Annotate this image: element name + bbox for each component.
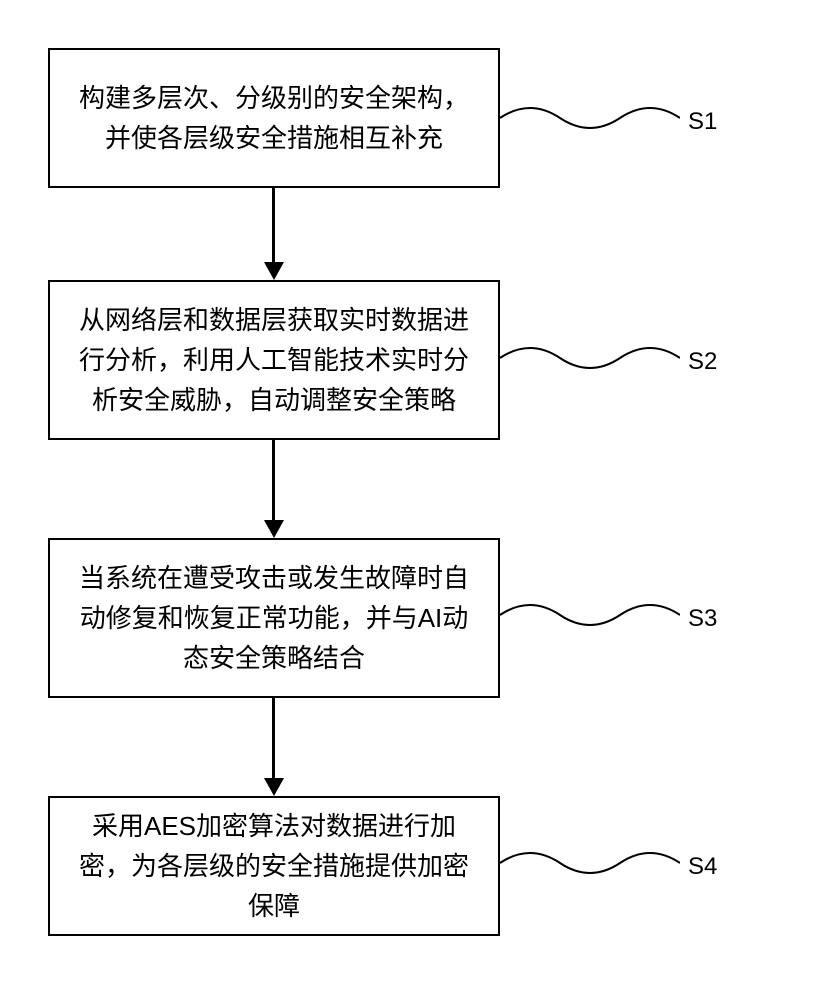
arrow-head-icon — [264, 778, 284, 796]
flowchart-node-s2: 从网络层和数据层获取实时数据进行分析，利用人工智能技术实时分析安全威胁，自动调整… — [48, 280, 500, 440]
step-label-s1: S1 — [688, 108, 717, 136]
arrow-head-icon — [264, 262, 284, 280]
node-text: 当系统在遭受攻击或发生故障时自动修复和恢复正常功能，并与AI动态安全策略结合 — [70, 558, 478, 679]
step-label-s2: S2 — [688, 348, 717, 376]
flowchart-node-s3: 当系统在遭受攻击或发生故障时自动修复和恢复正常功能，并与AI动态安全策略结合 — [48, 538, 500, 698]
flowchart-canvas: 构建多层次、分级别的安全架构，并使各层级安全措施相互补充 S1 从网络层和数据层… — [0, 0, 816, 1000]
node-text: 从网络层和数据层获取实时数据进行分析，利用人工智能技术实时分析安全威胁，自动调整… — [70, 300, 478, 421]
connector-squiggle — [500, 595, 680, 635]
connector-squiggle — [500, 338, 680, 378]
arrow-head-icon — [264, 520, 284, 538]
flowchart-node-s4: 采用AES加密算法对数据进行加密，为各层级的安全措施提供加密保障 — [48, 796, 500, 936]
node-text: 构建多层次、分级别的安全架构，并使各层级安全措施相互补充 — [70, 78, 478, 159]
connector-squiggle — [500, 98, 680, 138]
step-label-s3: S3 — [688, 605, 717, 633]
arrow-line — [272, 698, 275, 780]
arrow-line — [272, 188, 275, 264]
arrow-line — [272, 440, 275, 522]
connector-squiggle — [500, 843, 680, 883]
step-label-s4: S4 — [688, 853, 717, 881]
flowchart-node-s1: 构建多层次、分级别的安全架构，并使各层级安全措施相互补充 — [48, 48, 500, 188]
node-text: 采用AES加密算法对数据进行加密，为各层级的安全措施提供加密保障 — [70, 806, 478, 927]
